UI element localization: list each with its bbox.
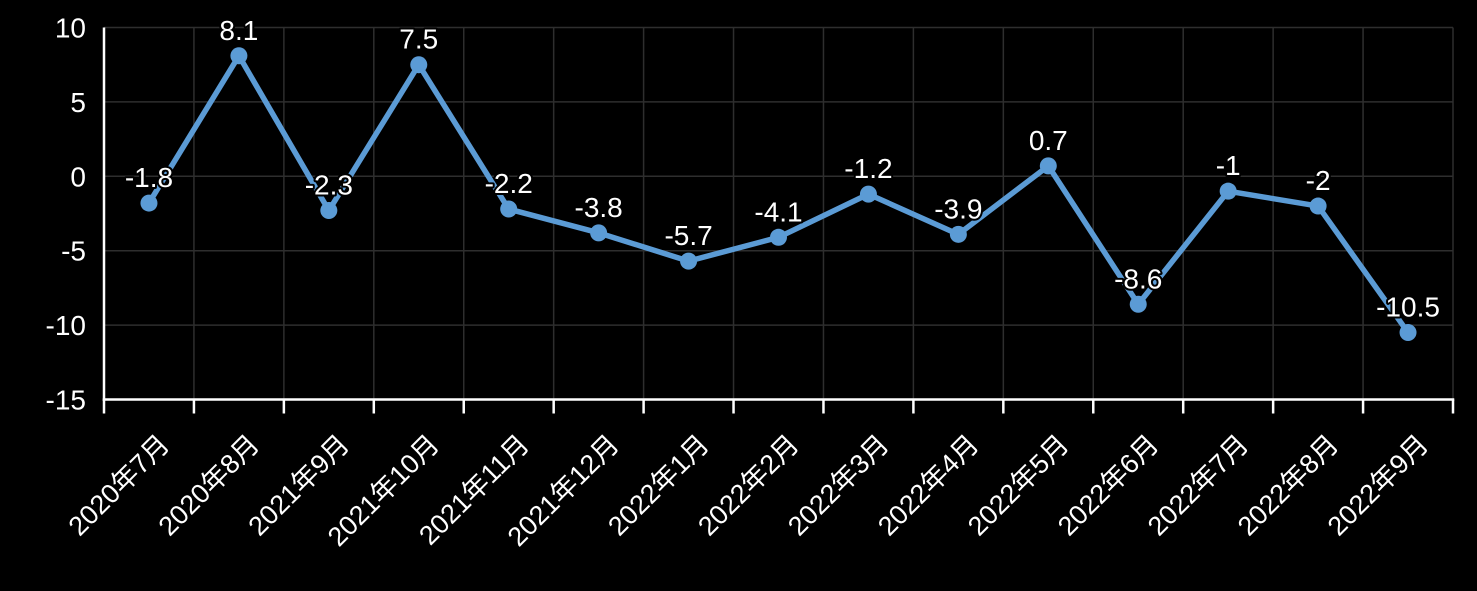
data-point-marker bbox=[770, 228, 787, 246]
data-point-marker bbox=[859, 185, 877, 203]
data-point-marker bbox=[590, 224, 608, 242]
data-point-marker bbox=[1129, 295, 1147, 313]
data-point-marker bbox=[500, 200, 518, 218]
data-point-marker bbox=[949, 225, 967, 243]
data-label: 0.7 bbox=[1029, 125, 1068, 156]
data-label: -2.3 bbox=[305, 170, 353, 201]
data-label: -1.8 bbox=[125, 162, 173, 193]
data-label: -5.7 bbox=[664, 220, 712, 251]
data-label: -1 bbox=[1216, 150, 1241, 181]
data-label: -8.6 bbox=[1114, 263, 1162, 294]
data-point-marker bbox=[680, 252, 698, 270]
data-label: -10.5 bbox=[1376, 292, 1440, 323]
data-label: -2 bbox=[1306, 165, 1331, 196]
data-point-marker bbox=[1219, 182, 1237, 200]
data-label: -3.9 bbox=[934, 193, 982, 224]
data-point-marker bbox=[1399, 324, 1417, 342]
data-label: 8.1 bbox=[219, 15, 258, 46]
y-tick-label: -15 bbox=[46, 385, 86, 416]
data-label: -4.1 bbox=[754, 196, 802, 227]
y-tick-label: -5 bbox=[61, 236, 86, 267]
y-tick-label: -10 bbox=[46, 310, 86, 341]
data-label: -3.8 bbox=[575, 192, 623, 223]
data-label: -1.2 bbox=[844, 153, 892, 184]
y-tick-label: 5 bbox=[70, 87, 86, 118]
y-tick-label: 10 bbox=[55, 13, 86, 44]
y-tick-label: 0 bbox=[70, 161, 86, 192]
data-point-marker bbox=[1039, 157, 1057, 175]
data-point-marker bbox=[320, 202, 338, 220]
data-label: 7.5 bbox=[399, 24, 438, 55]
data-point-marker bbox=[410, 56, 428, 74]
data-point-marker bbox=[140, 194, 158, 212]
data-point-marker bbox=[230, 47, 248, 65]
data-point-marker bbox=[1309, 197, 1327, 215]
data-label: -2.2 bbox=[485, 168, 533, 199]
